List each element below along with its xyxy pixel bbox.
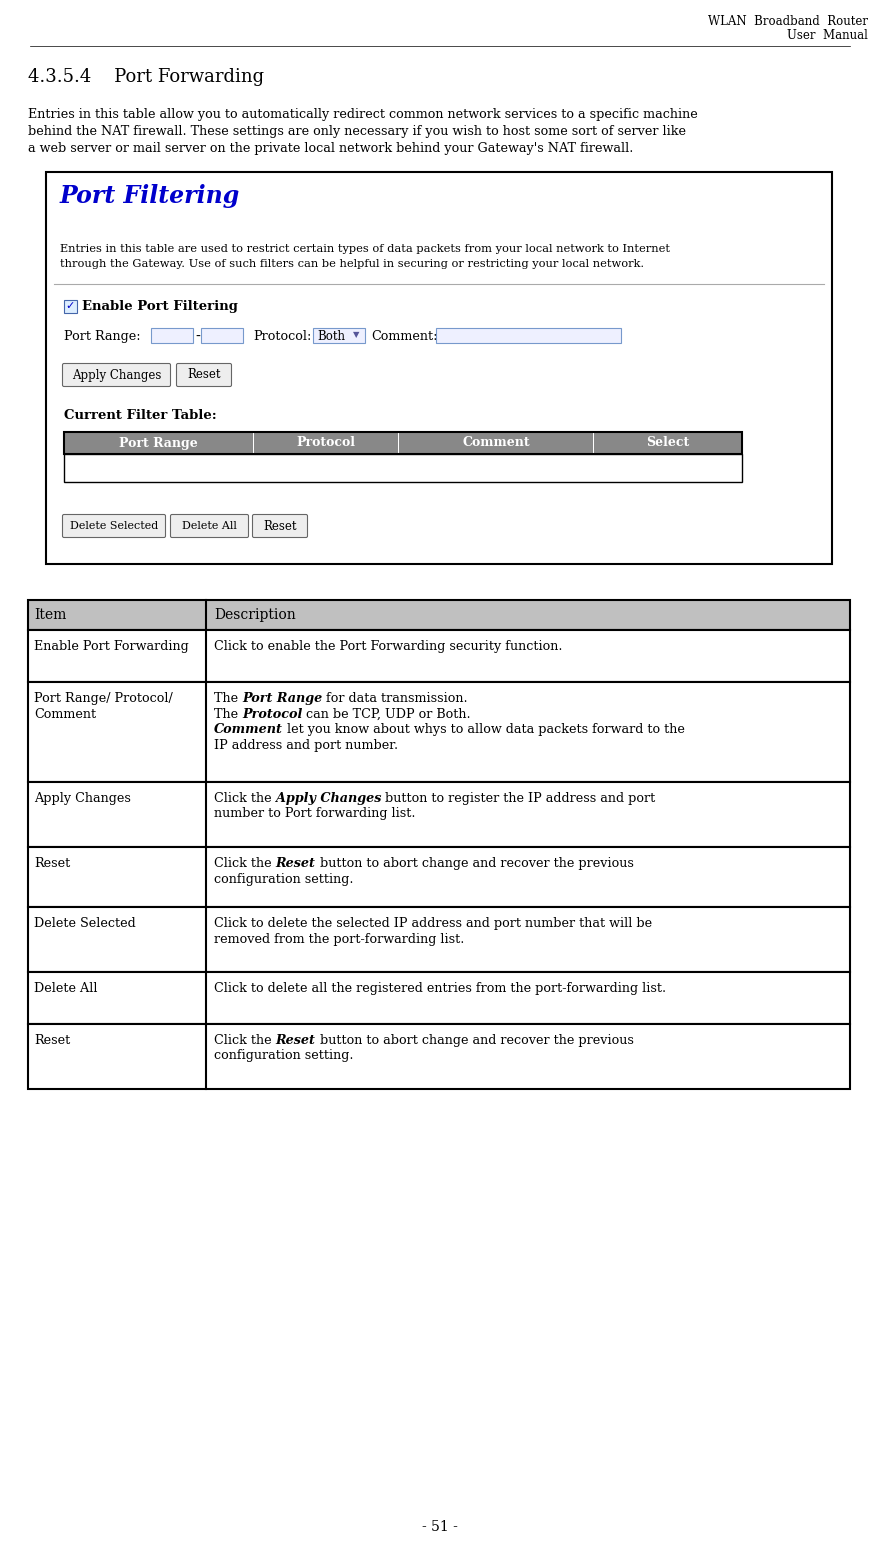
Bar <box>151 328 193 343</box>
Text: let you know about whys to allow data packets forward to the: let you know about whys to allow data pa… <box>282 724 685 736</box>
Bar <box>28 631 850 682</box>
Text: Click to delete the selected IP address and port number that will be: Click to delete the selected IP address … <box>214 916 652 930</box>
Bar <box>28 599 850 631</box>
Text: Comment: Comment <box>462 436 530 449</box>
Text: for data transmission.: for data transmission. <box>322 693 468 705</box>
Bar <box>64 432 253 453</box>
Text: Reset: Reset <box>263 520 297 533</box>
Text: configuration setting.: configuration setting. <box>214 873 354 885</box>
Text: Entries in this table are used to restrict certain types of data packets from yo: Entries in this table are used to restri… <box>60 244 670 255</box>
Text: Reset: Reset <box>34 1034 70 1047</box>
Bar <box>28 846 850 907</box>
Text: Enable Port Forwarding: Enable Port Forwarding <box>34 640 188 652</box>
Bar <box>254 432 398 453</box>
Text: Select: Select <box>646 436 689 449</box>
Text: a web server or mail server on the private local network behind your Gateway's N: a web server or mail server on the priva… <box>28 141 634 155</box>
Text: Click to enable the Port Forwarding security function.: Click to enable the Port Forwarding secu… <box>214 640 562 652</box>
Text: through the Gateway. Use of such filters can be helpful in securing or restricti: through the Gateway. Use of such filters… <box>60 259 644 269</box>
Text: Comment: Comment <box>34 708 96 721</box>
Text: - 51 -: - 51 - <box>422 1520 458 1534</box>
Text: 4.3.5.4    Port Forwarding: 4.3.5.4 Port Forwarding <box>28 68 264 85</box>
Text: Reset: Reset <box>187 368 221 382</box>
Text: -: - <box>195 329 200 345</box>
Text: Current Filter Table:: Current Filter Table: <box>64 408 216 422</box>
Text: Both: Both <box>317 329 345 343</box>
Text: button to register the IP address and port: button to register the IP address and po… <box>381 792 656 804</box>
Text: Description: Description <box>214 609 296 623</box>
Text: Click the: Click the <box>214 792 275 804</box>
Text: Port Range: Port Range <box>119 436 198 449</box>
FancyBboxPatch shape <box>253 514 307 537</box>
Bar <box>28 682 850 783</box>
Bar <box>64 432 742 453</box>
Bar <box>46 172 832 564</box>
Bar <box>399 432 593 453</box>
Text: Reset: Reset <box>275 857 316 870</box>
Text: Port Range: Port Range <box>242 693 322 705</box>
Text: Apply Changes: Apply Changes <box>34 792 131 804</box>
Text: Protocol:: Protocol: <box>253 329 312 343</box>
Text: Delete All: Delete All <box>34 981 98 995</box>
Bar <box>64 300 77 314</box>
Bar <box>201 328 243 343</box>
Text: number to Port forwarding list.: number to Port forwarding list. <box>214 808 415 820</box>
Text: Protocol: Protocol <box>297 436 356 449</box>
Text: IP address and port number.: IP address and port number. <box>214 739 398 752</box>
Text: ▼: ▼ <box>353 329 360 339</box>
FancyBboxPatch shape <box>62 363 171 387</box>
Text: Port Range/ Protocol/: Port Range/ Protocol/ <box>34 693 172 705</box>
Text: Port Range:: Port Range: <box>64 329 141 343</box>
Text: Delete All: Delete All <box>182 520 237 531</box>
Text: Protocol: Protocol <box>242 708 303 721</box>
Text: User  Manual: User Manual <box>787 30 868 42</box>
Text: Click the: Click the <box>214 857 275 870</box>
Text: Enable Port Filtering: Enable Port Filtering <box>82 300 238 314</box>
Bar <box>28 907 850 972</box>
Text: Reset: Reset <box>34 857 70 870</box>
Text: Port Filtering: Port Filtering <box>60 183 240 208</box>
Text: The: The <box>214 708 242 721</box>
FancyBboxPatch shape <box>171 514 248 537</box>
Text: ✓: ✓ <box>65 301 75 311</box>
Bar <box>436 328 621 343</box>
FancyBboxPatch shape <box>177 363 231 387</box>
Text: Apply Changes: Apply Changes <box>275 792 381 804</box>
Text: The: The <box>214 693 242 705</box>
Text: WLAN  Broadband  Router: WLAN Broadband Router <box>708 16 868 28</box>
Text: Comment: Comment <box>214 724 282 736</box>
Text: behind the NAT firewall. These settings are only necessary if you wish to host s: behind the NAT firewall. These settings … <box>28 124 686 138</box>
Text: Comment:: Comment: <box>371 329 437 343</box>
Text: configuration setting.: configuration setting. <box>214 1050 354 1062</box>
Bar <box>594 432 741 453</box>
Text: removed from the port-forwarding list.: removed from the port-forwarding list. <box>214 932 465 946</box>
Text: Delete Selected: Delete Selected <box>70 520 158 531</box>
Text: button to abort change and recover the previous: button to abort change and recover the p… <box>316 1034 634 1047</box>
Text: Item: Item <box>34 609 66 623</box>
Text: Apply Changes: Apply Changes <box>72 368 161 382</box>
Text: Click the: Click the <box>214 1034 275 1047</box>
Bar <box>28 783 850 846</box>
Bar <box>28 972 850 1023</box>
Text: button to abort change and recover the previous: button to abort change and recover the p… <box>316 857 634 870</box>
Text: Delete Selected: Delete Selected <box>34 916 136 930</box>
Text: can be TCP, UDP or Both.: can be TCP, UDP or Both. <box>303 708 471 721</box>
Text: Click to delete all the registered entries from the port-forwarding list.: Click to delete all the registered entri… <box>214 981 666 995</box>
FancyBboxPatch shape <box>62 514 165 537</box>
Bar <box>28 1023 850 1089</box>
Text: Reset: Reset <box>275 1034 316 1047</box>
Bar <box>313 328 365 343</box>
Text: Entries in this table allow you to automatically redirect common network service: Entries in this table allow you to autom… <box>28 109 698 121</box>
Bar <box>64 453 742 481</box>
